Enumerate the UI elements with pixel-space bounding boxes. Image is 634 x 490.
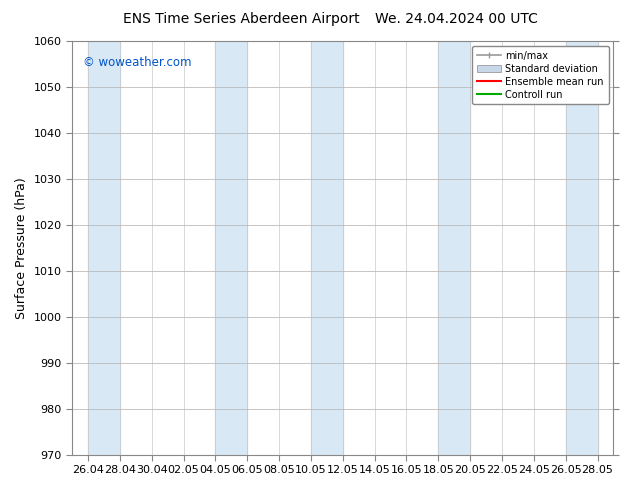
Text: ENS Time Series Aberdeen Airport: ENS Time Series Aberdeen Airport [122, 12, 359, 26]
Y-axis label: Surface Pressure (hPa): Surface Pressure (hPa) [15, 177, 28, 318]
Legend: min/max, Standard deviation, Ensemble mean run, Controll run: min/max, Standard deviation, Ensemble me… [472, 46, 609, 104]
Text: We. 24.04.2024 00 UTC: We. 24.04.2024 00 UTC [375, 12, 538, 26]
Bar [88, 41, 120, 455]
Bar [566, 41, 597, 455]
Text: © woweather.com: © woweather.com [83, 55, 191, 69]
Bar [216, 41, 247, 455]
Bar [311, 41, 343, 455]
Bar [438, 41, 470, 455]
